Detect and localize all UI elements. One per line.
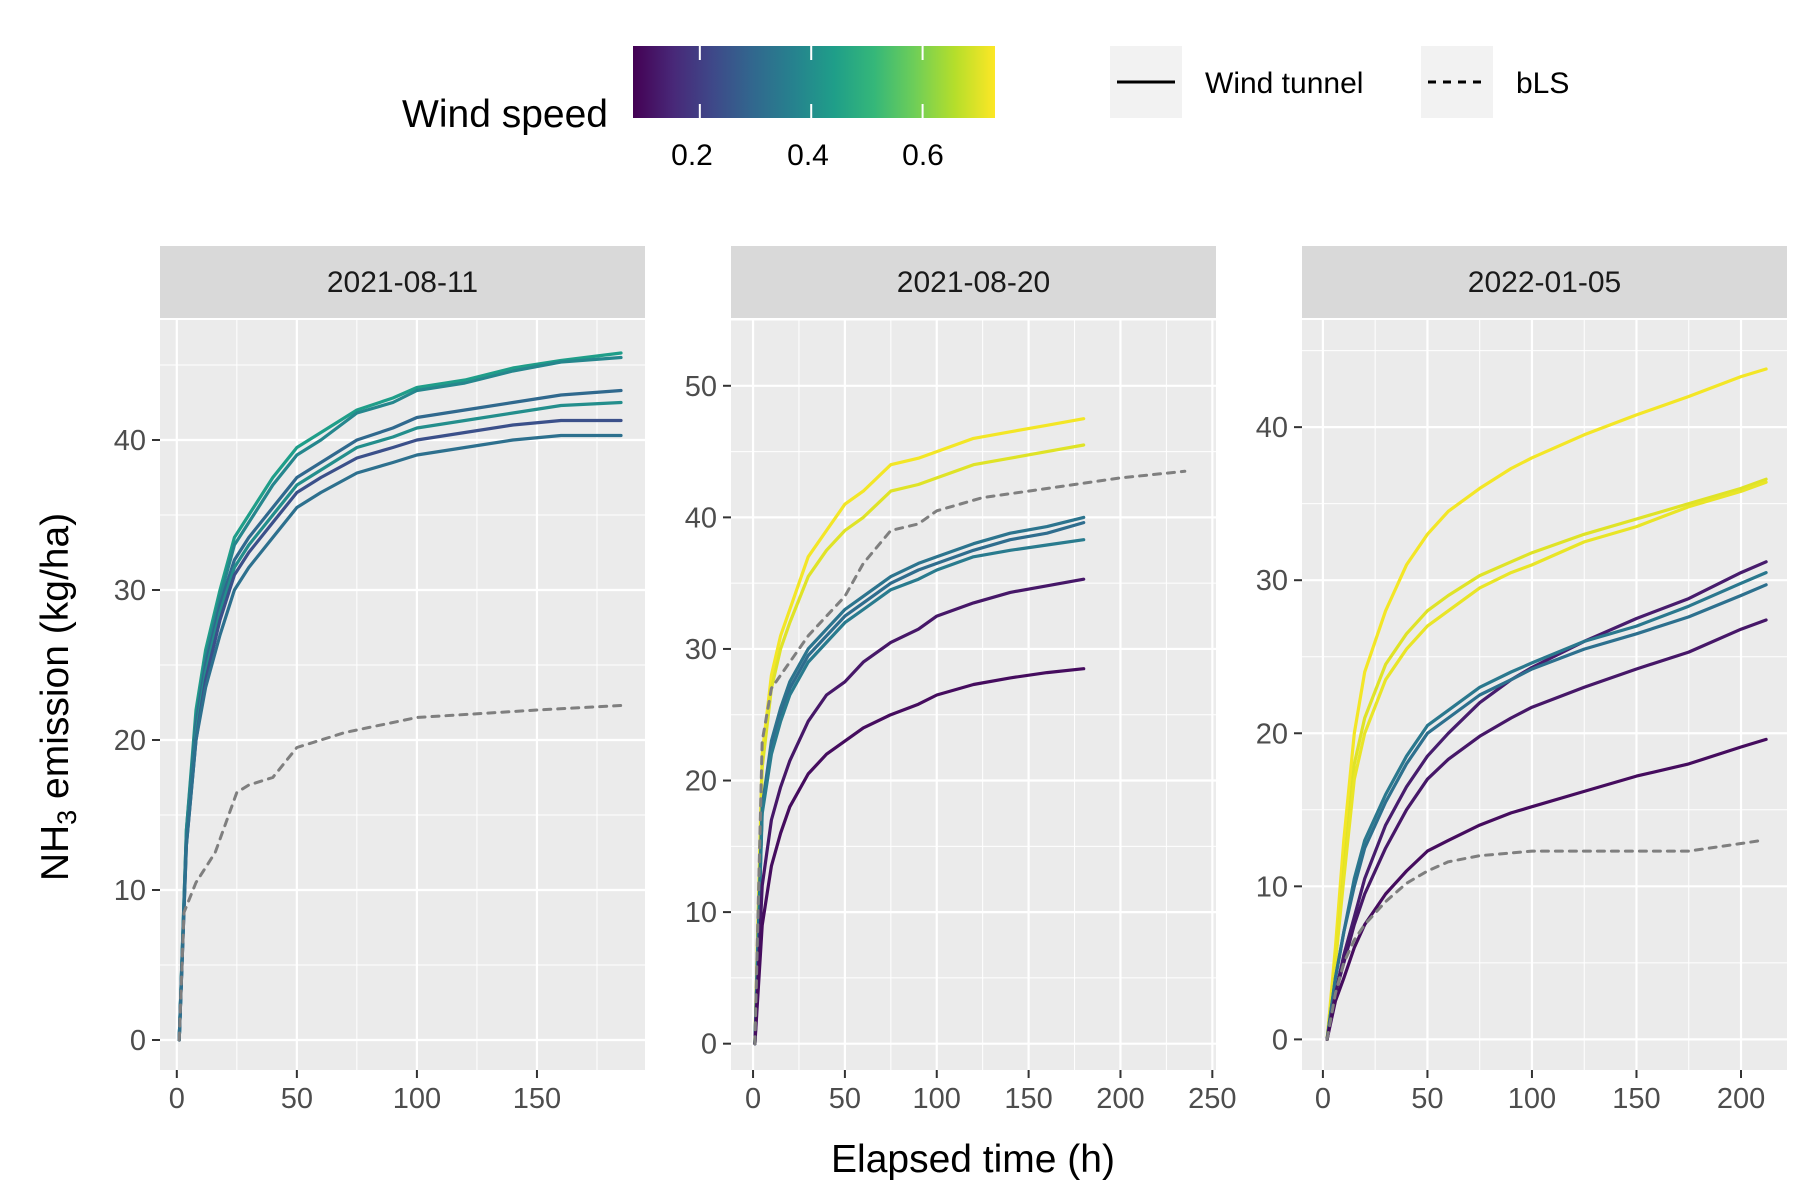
series-group [1325, 367, 1768, 1042]
series-group [753, 417, 1187, 1046]
x-tick-label: 200 [1717, 1083, 1765, 1115]
y-tick-label: 30 [685, 634, 717, 666]
y-tick-label: 0 [130, 1025, 146, 1057]
x-tick-label: 150 [1612, 1083, 1660, 1115]
x-tick-label: 250 [1188, 1083, 1236, 1115]
series-line-bls [753, 469, 1187, 1046]
series-line-wind-tunnel [177, 433, 623, 1042]
legend: Wind speed 0.2 0.4 0.6 Wind tunnel bLS [402, 46, 1569, 172]
legend-label-bls: bLS [1516, 67, 1569, 100]
y-tick-label: 10 [685, 897, 717, 929]
x-tick-label: 100 [1508, 1083, 1556, 1115]
series-line-bls [1325, 838, 1764, 1041]
series-line-wind-tunnel [753, 417, 1086, 1046]
y-tick-label: 20 [114, 725, 146, 757]
legend-label-wind-tunnel: Wind tunnel [1205, 67, 1363, 100]
y-tick-label: 30 [114, 575, 146, 607]
series-line-bls [177, 704, 623, 1042]
series-line-wind-tunnel [753, 577, 1086, 1046]
series-line-wind-tunnel [753, 515, 1086, 1046]
x-tick-label: 50 [829, 1083, 861, 1115]
facet-strip [1302, 246, 1787, 318]
y-tick-label: 40 [114, 425, 146, 457]
x-tick-label: 0 [169, 1083, 185, 1115]
series-group [177, 351, 623, 1042]
y-tick-label: 10 [114, 875, 146, 907]
x-tick-label: 50 [281, 1083, 313, 1115]
y-tick-label: 50 [685, 371, 717, 403]
x-tick-label: 200 [1096, 1083, 1144, 1115]
series-line-wind-tunnel [753, 520, 1086, 1046]
x-tick-label: 0 [745, 1083, 761, 1115]
colorbar-tick-label: 0.4 [787, 139, 829, 172]
facet-strip-label: 2021-08-20 [897, 266, 1050, 299]
facet-strip [731, 246, 1216, 318]
series-line-wind-tunnel [753, 443, 1086, 1046]
facet-strip-label: 2021-08-11 [327, 266, 478, 299]
colorbar [633, 46, 995, 118]
y-tick-label: 20 [685, 766, 717, 798]
colorbar-title: Wind speed [402, 93, 608, 136]
y-axis-title: NH3 emission (kg/ha) [34, 513, 82, 881]
y-tick-label: 40 [685, 502, 717, 534]
y-tick-label: 40 [1256, 412, 1288, 444]
y-tick-label: 0 [1272, 1024, 1288, 1056]
x-tick-label: 100 [393, 1083, 441, 1115]
panel-background [731, 320, 1216, 1070]
x-tick-label: 150 [1004, 1083, 1052, 1115]
colorbar-ticks [698, 46, 924, 118]
x-tick-label: 50 [1411, 1083, 1443, 1115]
colorbar-tick-label: 0.2 [671, 139, 713, 172]
x-tick-label: 100 [913, 1083, 961, 1115]
series-line-wind-tunnel [1325, 480, 1768, 1042]
panel-2021-08-20: 2021-08-20 0 50 100 150 200 250 0 10 20 30 40 50 [685, 246, 1237, 1115]
x-tick-label: 150 [513, 1083, 561, 1115]
series-line-wind-tunnel [1325, 737, 1768, 1042]
panel-background [1302, 320, 1787, 1070]
x-axis-title: Elapsed time (h) [831, 1138, 1115, 1181]
facet-strip-label: 2022-01-05 [1468, 266, 1621, 299]
series-line-wind-tunnel [1325, 618, 1768, 1042]
y-tick-label: 0 [701, 1029, 717, 1061]
y-tick-label: 10 [1256, 871, 1288, 903]
x-tick-label: 0 [1315, 1083, 1331, 1115]
facet-strip [160, 246, 645, 318]
colorbar-tick-label: 0.6 [902, 139, 944, 172]
y-tick-label: 30 [1256, 565, 1288, 597]
series-line-wind-tunnel [753, 667, 1086, 1046]
series-line-wind-tunnel [1325, 367, 1768, 1042]
panel-2022-01-05: 2022-01-05 0 50 100 150 200 0 10 20 30 40 [1256, 246, 1787, 1115]
series-line-wind-tunnel [753, 538, 1086, 1046]
panel-2021-08-11: 2021-08-11 0 50 100 150 0 10 20 30 40 [114, 246, 645, 1115]
series-line-wind-tunnel [1325, 560, 1768, 1042]
series-line-wind-tunnel [1325, 583, 1768, 1042]
y-tick-label: 20 [1256, 718, 1288, 750]
